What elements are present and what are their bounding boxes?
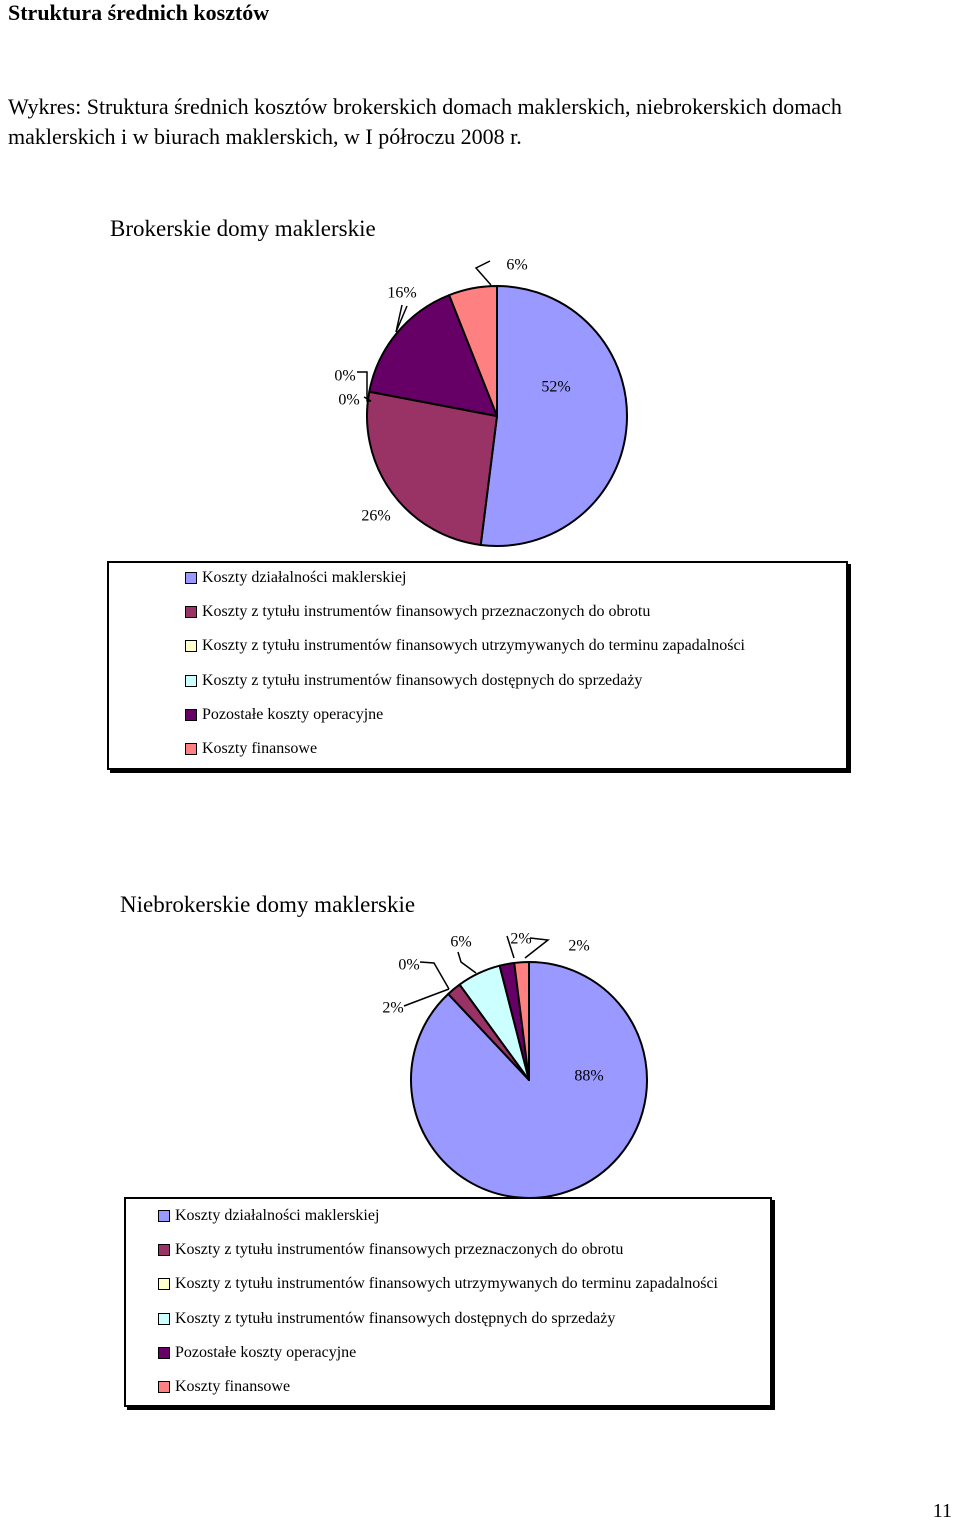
chart-title-brokerskie: Brokerskie domy maklerskie (110, 216, 376, 241)
leader-line (506, 935, 515, 959)
legend-swatch (158, 1346, 170, 1359)
legend-item: Koszty działalności maklerskiej (158, 1206, 379, 1226)
data-label: 0% (398, 957, 419, 974)
leader-line (474, 260, 492, 286)
legend-item: Koszty z tytułu instrumentów finansowych… (185, 636, 745, 656)
pie-slice (448, 285, 498, 417)
legend-label: Pozostałe koszty operacyjne (202, 705, 384, 723)
legend-item: Koszty działalności maklerskiej (185, 568, 406, 588)
legend-swatch (185, 640, 197, 653)
leader-line (419, 961, 450, 990)
data-label: 6% (506, 257, 527, 274)
data-label: 16% (387, 285, 416, 302)
legend-item: Pozostałe koszty operacyjne (185, 705, 383, 725)
pie-slice (410, 961, 648, 1199)
leader-line (357, 371, 371, 402)
legend-swatch (185, 674, 197, 687)
data-label: 52% (541, 379, 570, 396)
legend-label: Koszty z tytułu instrumentów finansowych… (202, 671, 643, 689)
pie-slice (513, 961, 530, 1081)
chart-title-niebrokerskie: Niebrokerskie domy maklerskie (120, 892, 416, 917)
legend-label: Koszty finansowe (175, 1378, 291, 1395)
pie-chart-niebrokerskie: 88% 2% 0% 6% 2% 2% (382, 931, 648, 1199)
legend-item: Koszty z tytułu instrumentów finansowych… (158, 1309, 615, 1329)
legend-brokerskie: Koszty działalności maklerskiej Koszty z … (107, 561, 848, 770)
legend-swatch (158, 1278, 170, 1291)
legend-label: Koszty działalności maklerskiej (202, 569, 407, 586)
legend-swatch (185, 606, 197, 619)
leader-line (524, 937, 550, 959)
legend-swatch (158, 1381, 170, 1393)
legend-niebrokerskie: Koszty działalności maklerskiej Koszty z … (124, 1197, 772, 1407)
legend-item: Koszty z tytułu instrumentów finansowych… (185, 602, 650, 622)
leader-line (395, 304, 408, 333)
legend-item: Koszty finansowe (158, 1377, 290, 1397)
leader-line (403, 988, 450, 1007)
pie-chart-brokerskie: 52% 26% 0% 0% 16% 6% (334, 257, 628, 547)
legend-item: Koszty z tytułu instrumentów finansowych… (158, 1240, 623, 1260)
pie-slice (368, 294, 498, 417)
data-label: 26% (361, 508, 390, 525)
legend-label: Koszty z tytułu instrumentów finansowych… (175, 1241, 624, 1259)
legend-swatch (158, 1244, 170, 1257)
legend-label: Koszty z tytułu instrumentów finansowych… (202, 603, 651, 621)
legend-label: Koszty z tytułu instrumentów finansowych… (202, 637, 745, 655)
legend-swatch (158, 1210, 170, 1222)
legend-item: Pozostałe koszty operacyjne (158, 1343, 356, 1363)
legend-swatch (185, 708, 197, 721)
legend-item: Koszty finansowe (185, 739, 317, 759)
leader-line (363, 396, 372, 402)
legend-label: Koszty działalności maklerskiej (175, 1207, 380, 1224)
page-number: 11 (932, 1500, 952, 1522)
legend-swatch (185, 572, 197, 584)
legend-swatch (185, 743, 197, 755)
data-label: 2% (510, 931, 531, 948)
data-label: 2% (382, 1000, 403, 1017)
legend-item: Koszty z tytułu instrumentów finansowych… (185, 671, 642, 691)
data-label: 6% (450, 934, 471, 951)
legend-label: Pozostałe koszty operacyjne (175, 1343, 357, 1361)
legend-label: Koszty z tytułu instrumentów finansowych… (175, 1275, 718, 1293)
legend-label: Koszty z tytułu instrumentów finansowych… (175, 1309, 616, 1327)
figure-caption: Wykres: Struktura średnich kosztów broke… (8, 94, 842, 149)
data-label: 0% (338, 392, 359, 409)
legend-swatch (158, 1312, 170, 1325)
legend-label: Koszty finansowe (202, 740, 318, 757)
leader-line (457, 951, 477, 974)
pie-slice (479, 285, 628, 547)
pie-slice (366, 390, 498, 546)
data-label: 88% (574, 1068, 603, 1085)
data-label: 2% (568, 938, 589, 955)
page-heading: Struktura średnich kosztów (8, 0, 270, 25)
legend-item: Koszty z tytułu instrumentów finansowych… (158, 1274, 718, 1294)
data-label: 0% (334, 368, 355, 385)
